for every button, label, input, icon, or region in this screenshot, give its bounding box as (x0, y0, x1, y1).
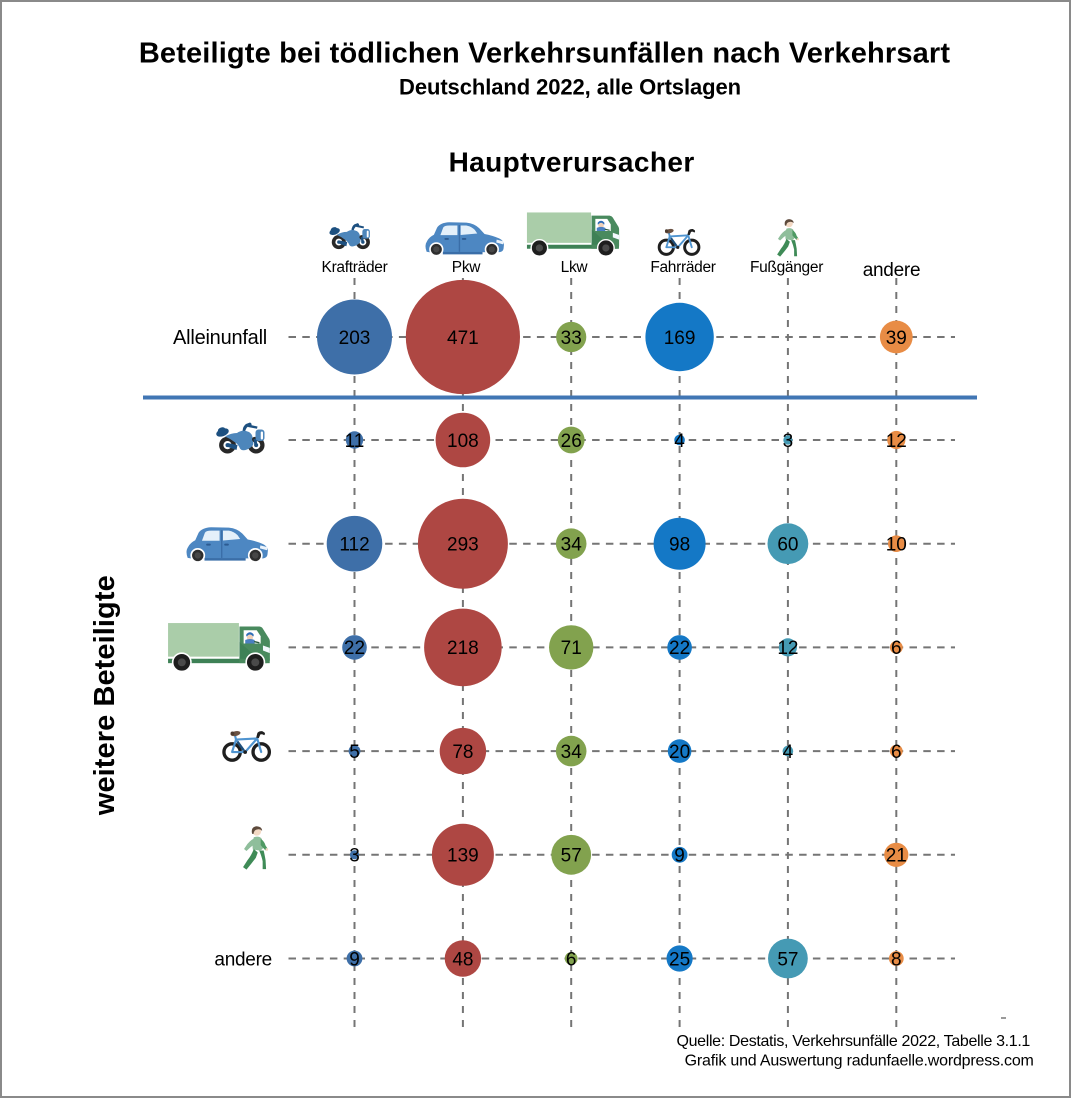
svg-text:Fahrräder: Fahrräder (650, 259, 715, 276)
svg-text:33: 33 (561, 328, 582, 349)
svg-text:andere: andere (214, 949, 272, 970)
svg-text:22: 22 (669, 638, 690, 659)
svg-text:6: 6 (566, 949, 577, 970)
svg-text:57: 57 (561, 846, 582, 867)
svg-text:Lkw: Lkw (561, 259, 589, 276)
svg-text:Pkw: Pkw (452, 259, 481, 276)
svg-text:3: 3 (783, 431, 794, 452)
svg-text:Alleinunfall: Alleinunfall (173, 327, 267, 349)
svg-text:6: 6 (891, 742, 902, 763)
svg-text:293: 293 (447, 535, 479, 556)
svg-text:218: 218 (447, 638, 479, 659)
svg-text:169: 169 (664, 328, 696, 349)
svg-text:78: 78 (452, 742, 473, 763)
svg-text:39: 39 (886, 328, 907, 349)
svg-text:203: 203 (339, 328, 371, 349)
svg-text:Deutschland 2022, alle Ortslag: Deutschland 2022, alle Ortslagen (399, 75, 741, 100)
svg-text:11: 11 (345, 431, 365, 452)
svg-text:andere: andere (863, 260, 921, 281)
svg-text:22: 22 (344, 638, 365, 659)
svg-text:112: 112 (339, 535, 369, 556)
svg-text:Krafträder: Krafträder (322, 259, 388, 276)
svg-text:Grafik und Auswertung radunfae: Grafik und Auswertung radunfaelle.wordpr… (685, 1052, 1034, 1069)
svg-text:weitere Beteiligte: weitere Beteiligte (89, 575, 121, 816)
svg-text:12: 12 (777, 638, 798, 659)
svg-text:71: 71 (561, 638, 582, 659)
svg-text:34: 34 (561, 535, 583, 556)
svg-text:60: 60 (777, 535, 798, 556)
svg-text:471: 471 (447, 328, 479, 349)
svg-text:10: 10 (886, 535, 907, 556)
svg-text:3: 3 (349, 846, 360, 867)
svg-text:Beteiligte bei tödlichen Verke: Beteiligte bei tödlichen Verkehrsunfälle… (139, 38, 951, 70)
svg-text:4: 4 (783, 742, 794, 763)
svg-text:6: 6 (891, 638, 902, 659)
svg-text:25: 25 (669, 949, 690, 970)
svg-text:21: 21 (886, 846, 907, 867)
svg-text:20: 20 (669, 742, 690, 763)
svg-text:26: 26 (561, 431, 582, 452)
svg-text:9: 9 (349, 949, 360, 970)
svg-text:8: 8 (891, 949, 902, 970)
svg-text:Quelle: Destatis, Verkehrsunfä: Quelle: Destatis, Verkehrsunfälle 2022, … (677, 1033, 1031, 1050)
svg-text:139: 139 (447, 846, 479, 867)
svg-text:4: 4 (674, 431, 685, 452)
svg-text:9: 9 (674, 846, 685, 867)
svg-text:5: 5 (349, 742, 360, 763)
svg-text:Fußgänger: Fußgänger (750, 259, 823, 276)
svg-text:57: 57 (777, 949, 798, 970)
svg-text:34: 34 (561, 742, 583, 763)
svg-text:98: 98 (669, 535, 690, 556)
svg-text:Hauptverursacher: Hauptverursacher (449, 146, 695, 177)
svg-text:48: 48 (452, 949, 473, 970)
svg-text:108: 108 (447, 431, 479, 452)
svg-text:12: 12 (886, 431, 907, 452)
